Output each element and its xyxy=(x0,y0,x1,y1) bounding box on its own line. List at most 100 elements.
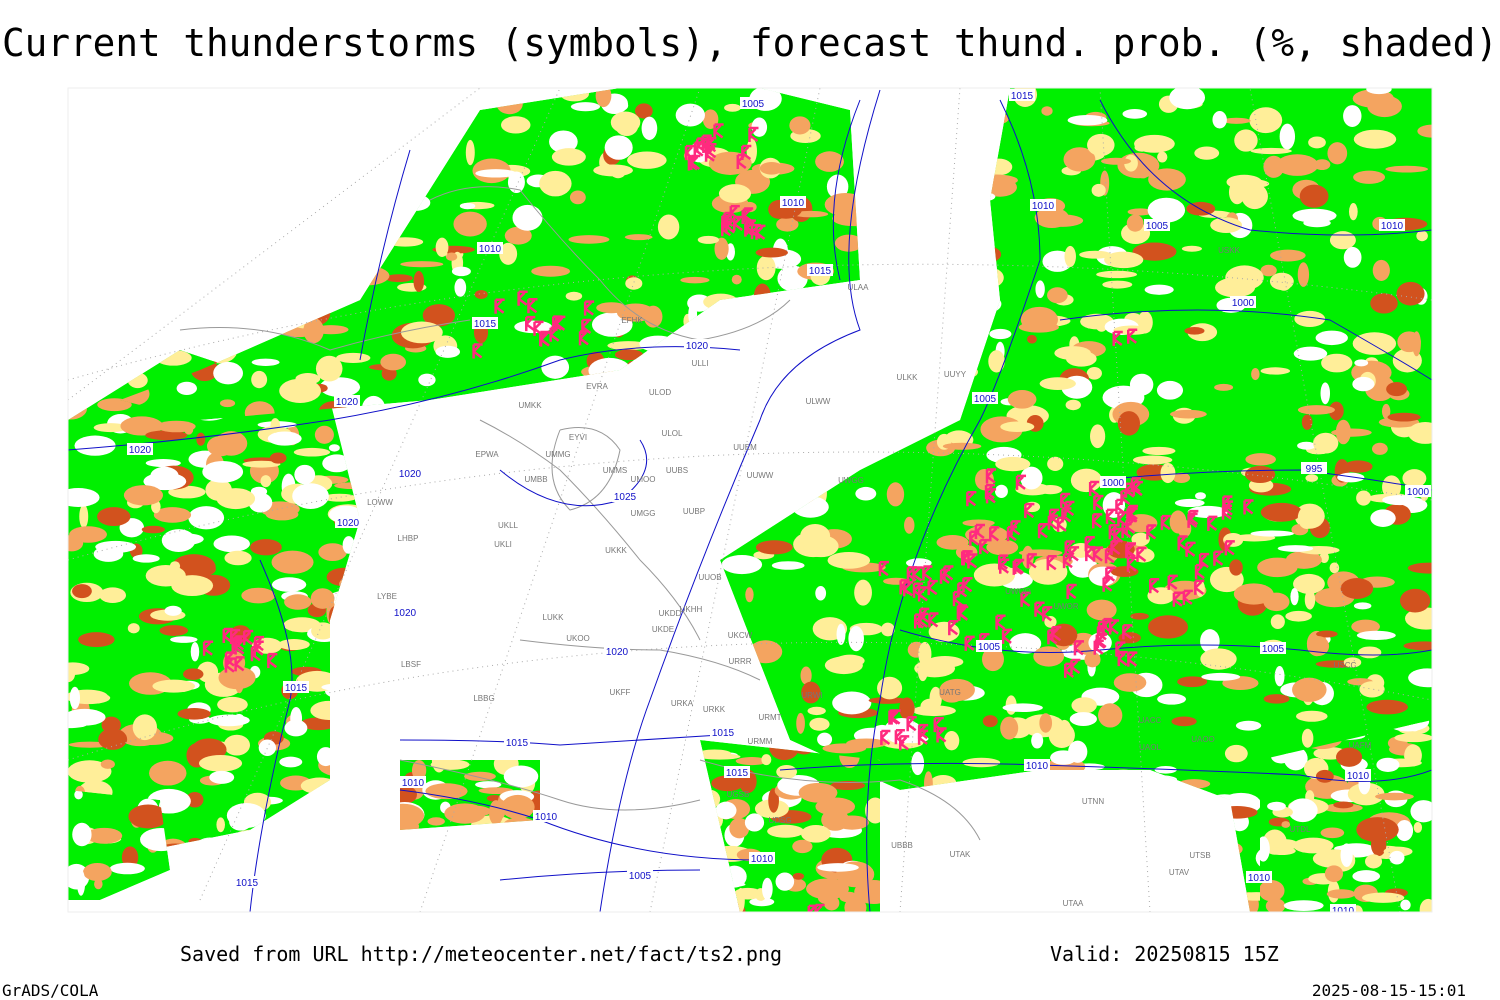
shade-blob xyxy=(1000,716,1019,740)
shade-blob xyxy=(161,529,196,552)
storm-symbol xyxy=(1048,508,1060,524)
shade-blob xyxy=(149,760,187,786)
shade-blob xyxy=(209,770,235,784)
isobar-label: 1005 xyxy=(974,394,997,405)
station-code: EVRA xyxy=(586,382,608,391)
shade-blob xyxy=(150,466,179,486)
storm-symbol xyxy=(1105,566,1116,582)
shade-blob xyxy=(827,551,871,569)
isobar-label: 1020 xyxy=(394,608,417,619)
storm-symbol xyxy=(1073,640,1084,656)
isobar-label-box xyxy=(334,395,360,407)
shade-blob xyxy=(1353,129,1397,149)
shade-blob xyxy=(1408,668,1432,688)
shade-blob xyxy=(1328,401,1344,421)
shade-blob xyxy=(123,485,164,506)
shade-blob xyxy=(1157,151,1168,163)
storm-symbol xyxy=(985,488,997,504)
shade-blob xyxy=(751,117,768,137)
shade-blob xyxy=(1172,472,1191,483)
shade-blob xyxy=(141,525,165,534)
isobar-line xyxy=(68,346,741,912)
shade-blob xyxy=(1229,559,1243,576)
shade-blob xyxy=(444,803,486,824)
shade-blob xyxy=(1250,530,1295,537)
shade-blob xyxy=(1035,280,1045,299)
shade-blob xyxy=(322,493,357,502)
shade-blob xyxy=(865,797,880,824)
shade-blob xyxy=(217,696,248,713)
storm-symbol xyxy=(957,582,968,598)
station-code: UKHH xyxy=(680,605,703,614)
shade-blob xyxy=(1381,403,1391,419)
coastlines xyxy=(179,186,981,841)
shade-blob xyxy=(1404,744,1422,767)
isobar-label-box xyxy=(1009,89,1035,101)
shade-blob xyxy=(1260,836,1270,862)
shade-blob xyxy=(1348,203,1358,221)
shade-blob xyxy=(1065,399,1081,411)
isobar-label: 1015 xyxy=(236,878,259,889)
shade-blob xyxy=(514,320,553,334)
shade-blob xyxy=(93,423,128,433)
shade-blob xyxy=(735,757,769,766)
shade-blob xyxy=(641,116,658,141)
isobar-label-box xyxy=(710,726,736,738)
shade-blob xyxy=(1293,346,1328,361)
shade-blob xyxy=(920,698,939,714)
shade-blob xyxy=(400,803,425,828)
shade-blob xyxy=(202,460,244,483)
storm-symbol xyxy=(224,657,235,673)
shade-blob xyxy=(413,270,425,292)
shade-blob xyxy=(385,274,413,283)
isobar-label: 1010 xyxy=(1332,906,1355,917)
storm-symbol xyxy=(1026,553,1037,569)
shade-blob xyxy=(886,482,905,507)
shade-blob xyxy=(914,659,956,678)
shade-blob xyxy=(1130,612,1149,620)
isobar-label: 1020 xyxy=(606,647,629,658)
shade-blob xyxy=(697,235,720,244)
shade-blob xyxy=(1031,732,1044,749)
station-code: UUYY xyxy=(944,370,967,379)
shade-blob xyxy=(635,103,653,119)
shade-blob xyxy=(1225,265,1264,291)
shade-blob xyxy=(1234,129,1258,152)
shade-blob xyxy=(1147,197,1186,223)
shade-blob xyxy=(1279,123,1296,150)
storm-symbol xyxy=(1088,480,1100,497)
shade-blob xyxy=(1274,666,1285,687)
shade-blob xyxy=(1131,532,1150,547)
shade-blob xyxy=(1070,468,1102,493)
shade-blob xyxy=(1270,614,1285,629)
shade-blob xyxy=(1276,275,1292,291)
storm-symbol xyxy=(517,290,528,306)
shade-blob xyxy=(755,247,788,258)
shade-blob xyxy=(198,754,243,772)
shade-blob xyxy=(453,211,487,237)
shade-blob xyxy=(943,731,960,751)
shade-blob xyxy=(1214,383,1234,391)
shade-blob xyxy=(995,484,1008,498)
isobar-label-box xyxy=(234,876,260,888)
isobar-label-box xyxy=(976,640,1002,652)
shade-blob xyxy=(1385,165,1429,173)
isobar-label-box xyxy=(1230,296,1256,308)
storm-symbol xyxy=(583,300,595,316)
station-code: UWOO xyxy=(1005,587,1031,596)
storm-symbol xyxy=(1034,601,1045,617)
storm-symbol xyxy=(1187,512,1198,528)
shade-blob xyxy=(319,377,361,398)
storm-symbol xyxy=(933,716,944,733)
storm-symbol xyxy=(1222,495,1233,511)
shade-blob xyxy=(1201,672,1241,681)
shade-blob xyxy=(190,642,200,662)
shade-blob xyxy=(1303,218,1331,228)
shade-blob xyxy=(1320,382,1331,405)
shade-blob xyxy=(549,130,578,154)
storm-symbol xyxy=(956,604,967,620)
shade-blob xyxy=(186,792,204,808)
shade-blob xyxy=(1270,249,1306,262)
isobar-label: 1010 xyxy=(782,198,805,209)
shade-blob xyxy=(1091,183,1106,197)
